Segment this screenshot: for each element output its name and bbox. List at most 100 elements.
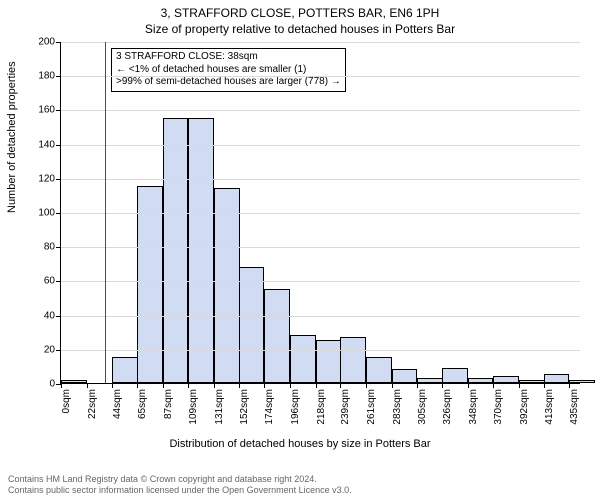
- chart-subtitle: Size of property relative to detached ho…: [0, 22, 600, 36]
- y-tick-label: 160: [38, 105, 55, 116]
- x-tick-label: 239sqm: [340, 389, 351, 425]
- x-tick-label: 348sqm: [468, 389, 479, 425]
- x-tick-label: 261sqm: [366, 389, 377, 425]
- y-tick-mark: [56, 247, 61, 248]
- y-tick-label: 20: [44, 344, 55, 355]
- y-gridline: [61, 179, 580, 180]
- histogram-bar: [340, 337, 366, 383]
- histogram-bar: [214, 188, 240, 383]
- x-tick-label: 65sqm: [137, 389, 148, 419]
- x-tick-label: 0sqm: [61, 389, 72, 413]
- histogram-bar: [112, 357, 138, 383]
- histogram-bar: [519, 380, 545, 383]
- annotation-line: ← <1% of detached houses are smaller (1): [116, 64, 341, 77]
- x-tick-label: 370sqm: [493, 389, 504, 425]
- histogram-bar: [442, 368, 468, 383]
- histogram-bar: [290, 335, 316, 383]
- x-tick-label: 305sqm: [417, 389, 428, 425]
- x-tick-label: 283sqm: [392, 389, 403, 425]
- x-tick-mark: [316, 383, 317, 388]
- footer-line-2: Contains public sector information licen…: [8, 485, 352, 496]
- y-gridline: [61, 316, 580, 317]
- x-tick-label: 196sqm: [290, 389, 301, 425]
- x-tick-label: 22sqm: [87, 389, 98, 419]
- y-tick-mark: [56, 350, 61, 351]
- plot-area: 3 STRAFFORD CLOSE: 38sqm← <1% of detache…: [60, 42, 580, 384]
- histogram-bar: [316, 340, 342, 383]
- x-tick-mark: [87, 383, 88, 388]
- reference-line: [105, 42, 106, 383]
- x-tick-mark: [468, 383, 469, 388]
- histogram-bar: [61, 380, 87, 383]
- x-tick-label: 152sqm: [239, 389, 250, 425]
- footer-line-1: Contains HM Land Registry data © Crown c…: [8, 474, 352, 485]
- x-tick-mark: [214, 383, 215, 388]
- y-tick-mark: [56, 213, 61, 214]
- x-tick-mark: [392, 383, 393, 388]
- x-tick-label: 218sqm: [316, 389, 327, 425]
- y-gridline: [61, 110, 580, 111]
- histogram-bar: [468, 378, 494, 383]
- y-tick-mark: [56, 179, 61, 180]
- histogram-bar: [366, 357, 392, 383]
- x-tick-mark: [290, 383, 291, 388]
- histogram-bar: [544, 374, 570, 383]
- y-tick-mark: [56, 145, 61, 146]
- y-tick-label: 100: [38, 208, 55, 219]
- y-tick-mark: [56, 110, 61, 111]
- y-gridline: [61, 350, 580, 351]
- histogram-bar: [569, 380, 595, 383]
- annotation-line: >99% of semi-detached houses are larger …: [116, 76, 341, 89]
- y-tick-label: 0: [49, 379, 55, 390]
- histogram-bar: [392, 369, 418, 383]
- histogram-bar: [239, 267, 265, 383]
- x-tick-mark: [366, 383, 367, 388]
- y-tick-mark: [56, 42, 61, 43]
- y-gridline: [61, 145, 580, 146]
- histogram-bar: [264, 289, 290, 383]
- y-tick-label: 120: [38, 173, 55, 184]
- x-tick-mark: [340, 383, 341, 388]
- histogram-bar: [188, 118, 214, 383]
- histogram-bar: [417, 378, 443, 383]
- x-tick-mark: [61, 383, 62, 388]
- histogram-bar: [137, 186, 163, 383]
- x-tick-mark: [493, 383, 494, 388]
- y-tick-label: 200: [38, 37, 55, 48]
- y-gridline: [61, 213, 580, 214]
- y-gridline: [61, 247, 580, 248]
- x-tick-mark: [519, 383, 520, 388]
- y-tick-mark: [56, 281, 61, 282]
- x-tick-mark: [544, 383, 545, 388]
- x-tick-label: 392sqm: [519, 389, 530, 425]
- y-tick-label: 60: [44, 276, 55, 287]
- y-gridline: [61, 42, 580, 43]
- x-tick-label: 174sqm: [264, 389, 275, 425]
- x-tick-label: 131sqm: [214, 389, 225, 425]
- x-tick-label: 109sqm: [188, 389, 199, 425]
- y-axis-label: Number of detached properties: [6, 61, 18, 213]
- y-tick-label: 80: [44, 242, 55, 253]
- x-tick-label: 87sqm: [163, 389, 174, 419]
- y-tick-label: 180: [38, 71, 55, 82]
- x-tick-mark: [569, 383, 570, 388]
- histogram-bar: [163, 118, 189, 383]
- y-tick-label: 40: [44, 310, 55, 321]
- x-tick-mark: [112, 383, 113, 388]
- annotation-line: 3 STRAFFORD CLOSE: 38sqm: [116, 51, 341, 64]
- x-tick-mark: [264, 383, 265, 388]
- x-axis-label: Distribution of detached houses by size …: [0, 438, 600, 450]
- y-tick-mark: [56, 76, 61, 77]
- x-tick-label: 413sqm: [544, 389, 555, 425]
- x-tick-mark: [417, 383, 418, 388]
- x-tick-label: 326sqm: [442, 389, 453, 425]
- y-tick-label: 140: [38, 139, 55, 150]
- x-tick-label: 435sqm: [569, 389, 580, 425]
- x-tick-mark: [137, 383, 138, 388]
- chart-title: 3, STRAFFORD CLOSE, POTTERS BAR, EN6 1PH: [0, 6, 600, 20]
- x-tick-label: 44sqm: [112, 389, 123, 419]
- y-gridline: [61, 76, 580, 77]
- y-tick-mark: [56, 316, 61, 317]
- x-tick-mark: [188, 383, 189, 388]
- histogram-bar: [493, 376, 519, 383]
